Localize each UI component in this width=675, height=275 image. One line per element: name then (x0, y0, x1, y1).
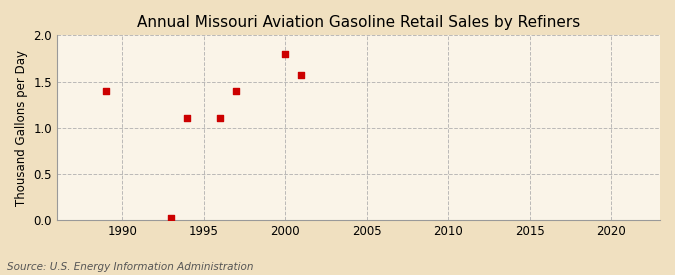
Text: Source: U.S. Energy Information Administration: Source: U.S. Energy Information Administ… (7, 262, 253, 272)
Point (280, 52, 291, 56)
Point (296, 73, 307, 77)
Point (101, 89, 111, 93)
Point (182, 116, 193, 121)
Title: Annual Missouri Aviation Gasoline Retail Sales by Refiners: Annual Missouri Aviation Gasoline Retail… (137, 15, 580, 30)
Point (231, 89, 242, 93)
Point (215, 116, 225, 121)
Point (166, 216, 177, 221)
Y-axis label: Thousand Gallons per Day: Thousand Gallons per Day (15, 50, 28, 206)
